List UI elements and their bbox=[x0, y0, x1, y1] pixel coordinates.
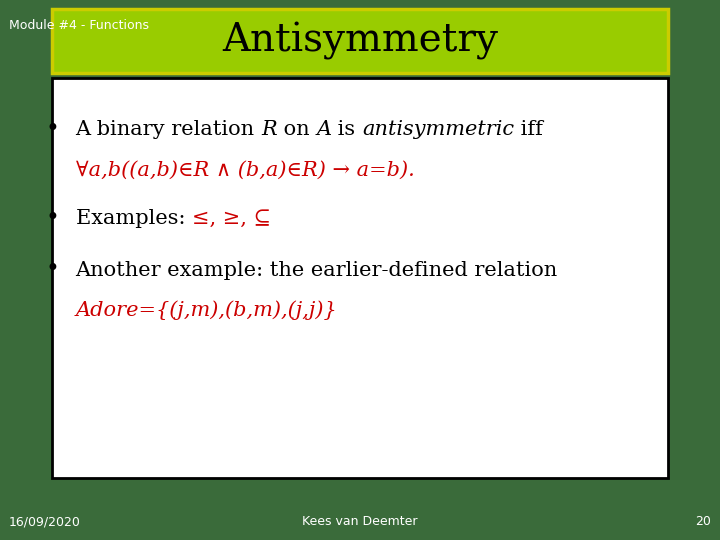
Text: A: A bbox=[316, 120, 331, 139]
Text: •: • bbox=[45, 207, 60, 230]
Text: iff: iff bbox=[514, 120, 543, 139]
Text: •: • bbox=[45, 259, 60, 281]
Text: Examples:: Examples: bbox=[76, 209, 192, 228]
Text: Another example: the earlier-defined relation: Another example: the earlier-defined rel… bbox=[76, 260, 558, 280]
Text: •: • bbox=[45, 118, 60, 141]
Text: 20: 20 bbox=[696, 515, 711, 528]
Text: A binary relation: A binary relation bbox=[76, 120, 261, 139]
Text: 16/09/2020: 16/09/2020 bbox=[9, 515, 81, 528]
FancyBboxPatch shape bbox=[52, 9, 668, 73]
Text: ≤, ≥, ⊆: ≤, ≥, ⊆ bbox=[192, 209, 271, 228]
Text: on: on bbox=[277, 120, 316, 139]
Text: Antisymmetry: Antisymmetry bbox=[222, 22, 498, 60]
Text: R: R bbox=[261, 120, 277, 139]
FancyBboxPatch shape bbox=[52, 78, 668, 478]
Text: Kees van Deemter: Kees van Deemter bbox=[302, 515, 418, 528]
Text: Module #4 - Functions: Module #4 - Functions bbox=[9, 19, 148, 32]
Text: ∀a,b((a,b)∈R ∧ (b,a)∈R) → a=b).: ∀a,b((a,b)∈R ∧ (b,a)∈R) → a=b). bbox=[76, 160, 414, 180]
Text: antisymmetric: antisymmetric bbox=[362, 120, 514, 139]
Text: is: is bbox=[331, 120, 362, 139]
Text: Adore={(j,m),(b,m),(j,j)}: Adore={(j,m),(b,m),(j,j)} bbox=[76, 301, 338, 320]
